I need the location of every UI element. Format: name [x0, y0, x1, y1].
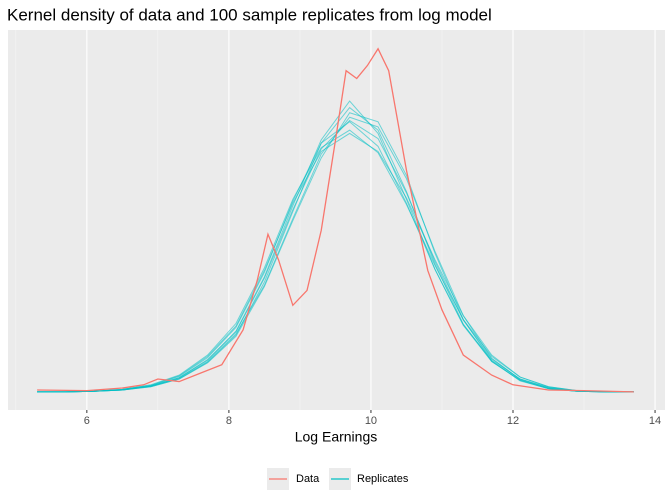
x-tick-label: 14 [649, 415, 661, 427]
data-line [37, 47, 634, 393]
replicate-line [37, 100, 634, 393]
x-tick-label: 6 [84, 415, 90, 427]
x-tick-label: 8 [226, 415, 232, 427]
legend-label: Replicates [357, 473, 409, 485]
panel [8, 30, 665, 410]
x-axis-title: Log Earnings [295, 429, 378, 445]
x-tick-label: 10 [365, 415, 377, 427]
chart-title: Kernel density of data and 100 sample re… [7, 5, 492, 24]
x-tick-label: 12 [507, 415, 519, 427]
legend-label: Data [296, 473, 320, 485]
